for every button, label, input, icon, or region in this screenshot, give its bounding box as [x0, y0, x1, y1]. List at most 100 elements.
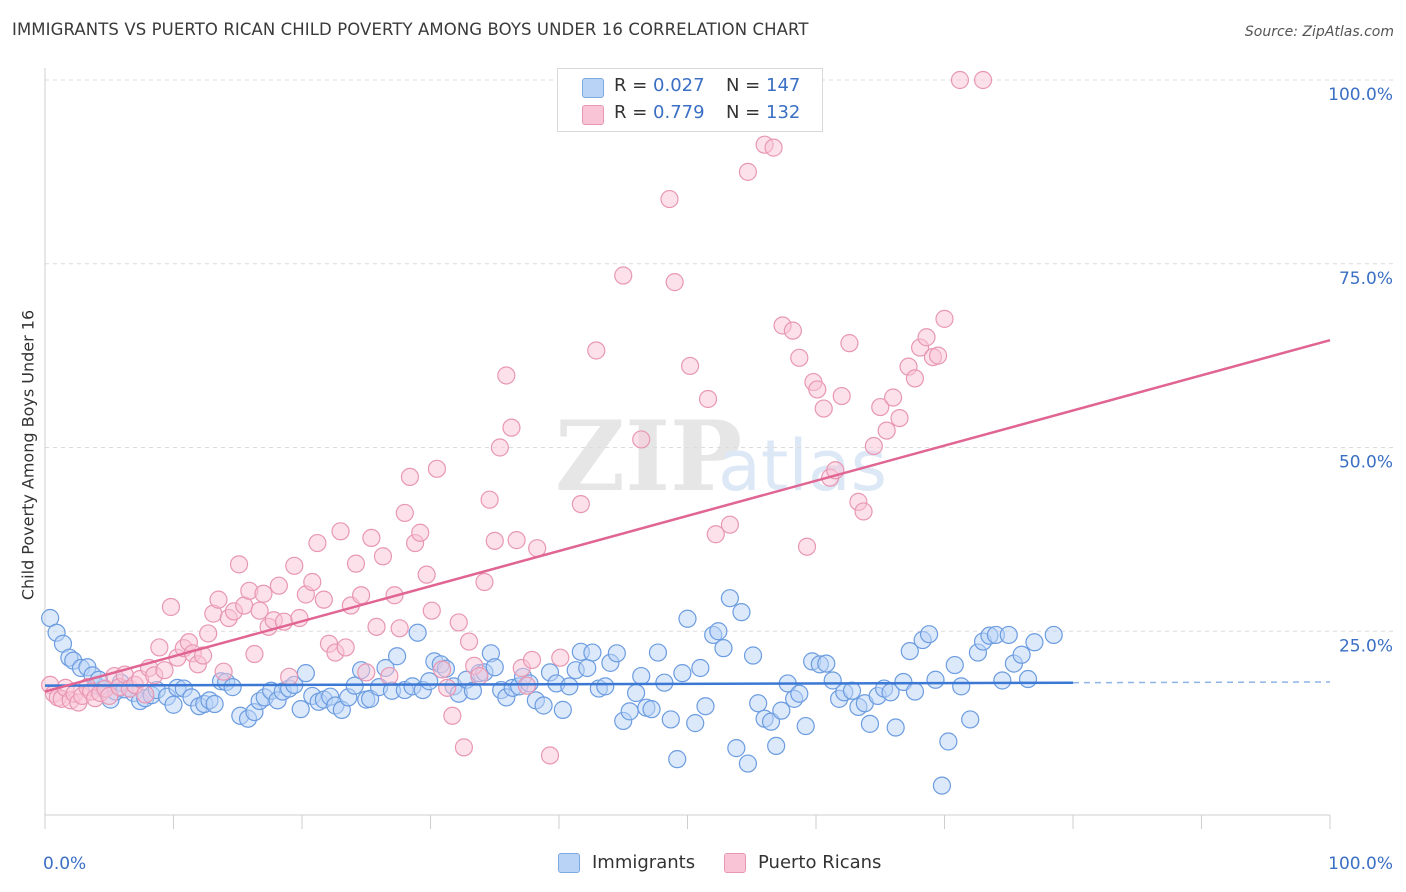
legend-label: Puerto Ricans — [758, 852, 882, 873]
puerto-ricans-point — [540, 746, 560, 765]
immigrants-point — [796, 716, 815, 736]
puerto-ricans-point — [665, 273, 684, 292]
immigrants-point — [560, 677, 579, 696]
puerto-ricans-point — [362, 528, 381, 548]
immigrants-point — [842, 681, 862, 700]
immigrants-point — [632, 666, 651, 686]
puerto-ricans-legend-swatch — [724, 853, 746, 873]
immigrants-point — [772, 701, 791, 720]
immigrants-point — [945, 655, 964, 675]
puerto-ricans-point — [254, 584, 273, 603]
immigrants-point — [1044, 625, 1063, 645]
immigrants-point — [648, 643, 668, 662]
n-value: 132 — [766, 102, 801, 123]
puerto-ricans-point — [973, 70, 993, 90]
puerto-ricans-point — [814, 399, 833, 418]
puerto-ricans-point — [357, 663, 376, 682]
r-value: 0.779 — [653, 102, 705, 123]
immigrants-point — [738, 754, 757, 773]
stats-row-puerto-ricans: R = 0.779 N = 132 — [558, 102, 820, 126]
puerto-ricans-point — [720, 515, 740, 534]
puerto-ricans-point — [928, 346, 948, 365]
puerto-ricans-point — [905, 369, 925, 388]
immigrants-point — [993, 671, 1012, 690]
immigrants-trend-extension — [1072, 681, 1331, 684]
puerto-ricans-point — [698, 389, 718, 409]
puerto-ricans-point — [209, 590, 228, 609]
puerto-ricans-point — [517, 676, 536, 695]
puerto-ricans-point — [432, 660, 452, 679]
y-tick-label: 100.0% — [1328, 85, 1393, 105]
immigrants-point — [709, 622, 728, 641]
immigrants-point — [919, 625, 939, 644]
immigrants-point — [678, 609, 697, 628]
immigrants-point — [749, 694, 768, 713]
immigrants-point — [696, 697, 715, 716]
puerto-ricans-point — [250, 601, 269, 620]
puerto-ricans-point — [808, 380, 827, 399]
puerto-ricans-point — [199, 624, 218, 643]
y-tick-label: 25.0% — [1339, 636, 1393, 656]
immigrants-point — [223, 678, 242, 697]
immigrants-point — [534, 696, 553, 715]
puerto-ricans-point — [660, 189, 679, 209]
puerto-ricans-point — [840, 334, 859, 353]
n-label: N = — [726, 102, 766, 123]
puerto-ricans-point — [571, 494, 590, 514]
puerto-ricans-point — [155, 661, 174, 680]
immigrants-point — [727, 739, 746, 758]
puerto-ricans-point — [480, 490, 499, 509]
n-label: N = — [726, 75, 766, 96]
puerto-ricans-point — [214, 662, 233, 681]
immigrants-point — [714, 639, 733, 658]
puerto-ricans-point — [427, 459, 447, 478]
immigrants-point — [642, 700, 661, 719]
puerto-ricans-point — [587, 341, 606, 360]
immigrants-point — [1012, 645, 1031, 664]
immigrants-point — [291, 700, 310, 719]
immigrants-swatch — [582, 78, 604, 98]
immigrants-point — [886, 718, 905, 737]
puerto-ricans-point — [193, 646, 213, 665]
puerto-ricans-point — [871, 397, 890, 417]
x-tick-label: 0.0% — [43, 854, 86, 874]
puerto-ricans-point — [443, 706, 462, 725]
puerto-ricans-point — [400, 467, 420, 486]
immigrants-trend-line — [44, 681, 1074, 687]
puerto-ricans-point — [367, 617, 386, 636]
puerto-ricans-point — [475, 572, 494, 592]
source-credit: Source: ZipAtlas.com — [1244, 24, 1394, 40]
puerto-ricans-point — [449, 613, 468, 632]
immigrants-point — [626, 683, 646, 703]
immigrants-point — [732, 603, 751, 622]
immigrants-point — [1025, 633, 1044, 652]
puerto-ricans-point — [490, 438, 509, 457]
immigrants-point — [790, 684, 809, 703]
puerto-ricans-point — [229, 555, 249, 574]
puerto-ricans-point — [764, 138, 783, 157]
puerto-ricans-point — [864, 436, 883, 456]
puerto-ricans-point — [832, 386, 851, 406]
puerto-ricans-point — [150, 638, 169, 657]
immigrants-point — [596, 677, 615, 696]
immigrants-point — [164, 695, 183, 714]
immigrants-point — [939, 732, 958, 751]
immigrants-point — [553, 700, 572, 719]
puerto-ricans-point — [352, 586, 371, 605]
puerto-ricans-point — [797, 537, 817, 556]
puerto-ricans-point — [470, 666, 489, 686]
immigrants-point — [767, 736, 786, 756]
puerto-ricans-point — [136, 685, 155, 704]
immigrants-point — [607, 644, 626, 663]
legend-label: Immigrants — [592, 852, 696, 873]
puerto-ricans-point — [331, 522, 350, 541]
puerto-ricans-point — [706, 525, 725, 544]
immigrants-point — [905, 682, 925, 701]
immigrants-point — [860, 714, 880, 733]
immigrants-point — [743, 646, 763, 665]
y-tick-label: 75.0% — [1339, 269, 1393, 289]
puerto-ricans-point — [680, 356, 700, 376]
immigrants-point — [900, 641, 919, 661]
immigrants-point — [691, 658, 710, 678]
